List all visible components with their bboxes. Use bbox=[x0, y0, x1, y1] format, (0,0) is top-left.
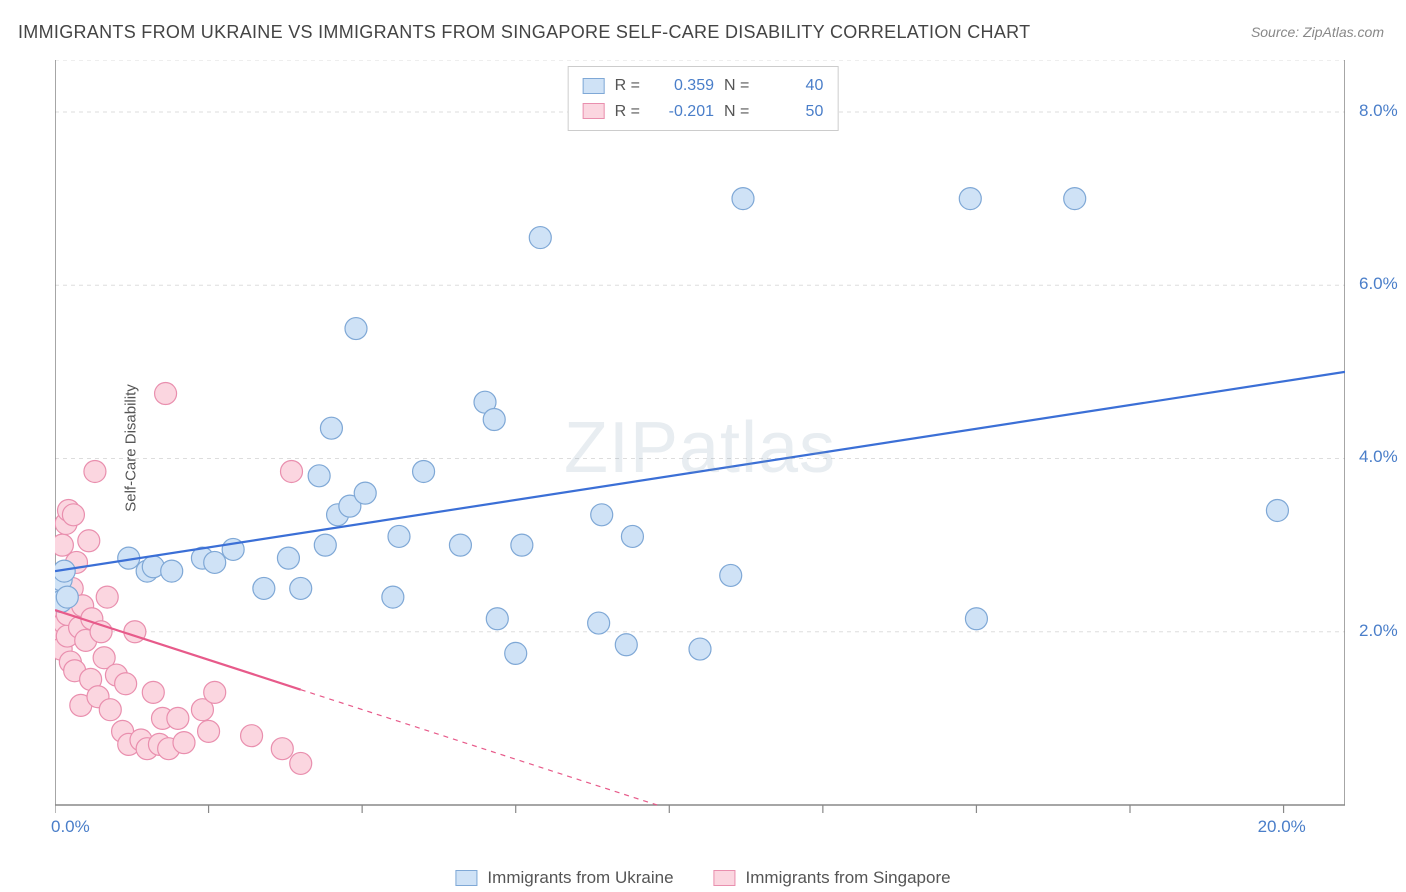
n-value-singapore: 50 bbox=[759, 99, 823, 125]
legend-swatch-singapore bbox=[714, 870, 736, 886]
source-attribution: Source: ZipAtlas.com bbox=[1251, 24, 1384, 40]
legend-label-singapore: Immigrants from Singapore bbox=[746, 868, 951, 888]
r-value-singapore: -0.201 bbox=[650, 99, 714, 125]
y-tick-label: 4.0% bbox=[1359, 447, 1398, 467]
x-tick-label: 20.0% bbox=[1258, 817, 1306, 837]
legend-swatch-ukraine bbox=[455, 870, 477, 886]
n-label: N = bbox=[724, 99, 749, 125]
r-label: R = bbox=[615, 73, 640, 99]
n-value-ukraine: 40 bbox=[759, 73, 823, 99]
legend-label-ukraine: Immigrants from Ukraine bbox=[487, 868, 673, 888]
page-title: IMMIGRANTS FROM UKRAINE VS IMMIGRANTS FR… bbox=[18, 22, 1030, 43]
r-label: R = bbox=[615, 99, 640, 125]
legend-swatch-singapore bbox=[583, 103, 605, 119]
legend-item-ukraine: Immigrants from Ukraine bbox=[455, 868, 673, 888]
legend-row-singapore: R = -0.201 N = 50 bbox=[583, 99, 824, 125]
series-legend: Immigrants from Ukraine Immigrants from … bbox=[455, 868, 950, 888]
y-tick-label: 2.0% bbox=[1359, 621, 1398, 641]
legend-item-singapore: Immigrants from Singapore bbox=[714, 868, 951, 888]
legend-row-ukraine: R = 0.359 N = 40 bbox=[583, 73, 824, 99]
chart-area: Self-Care Disability ZIPatlas 0.0%20.0%2… bbox=[55, 60, 1345, 835]
y-tick-label: 8.0% bbox=[1359, 101, 1398, 121]
x-tick-label: 0.0% bbox=[51, 817, 90, 837]
r-value-ukraine: 0.359 bbox=[650, 73, 714, 99]
legend-swatch-ukraine bbox=[583, 78, 605, 94]
y-tick-label: 6.0% bbox=[1359, 274, 1398, 294]
scatter-chart bbox=[55, 60, 1345, 835]
correlation-legend: R = 0.359 N = 40 R = -0.201 N = 50 bbox=[568, 66, 839, 131]
y-axis-label: Self-Care Disability bbox=[122, 384, 139, 512]
n-label: N = bbox=[724, 73, 749, 99]
